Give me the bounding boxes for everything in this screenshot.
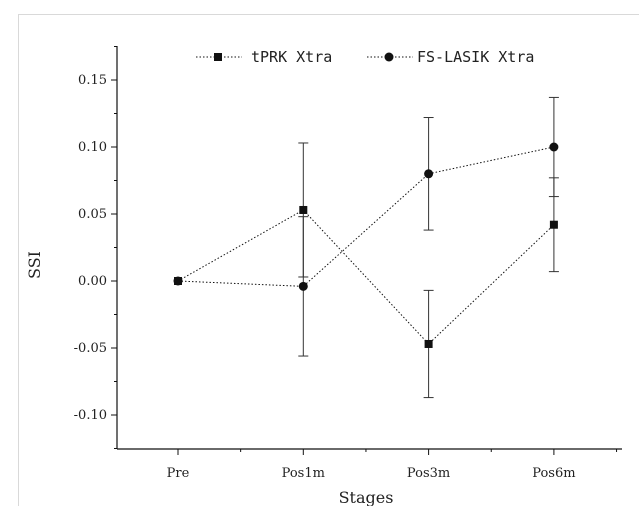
data-point-circle [549, 142, 559, 152]
series-2 [173, 96, 559, 357]
legend-item-2: FS-LASIK Xtra [367, 48, 534, 66]
frame-left-border [18, 14, 19, 506]
data-point-circle [424, 169, 434, 179]
data-point-square [299, 205, 308, 214]
x-tick-label: Pos3m [407, 466, 450, 481]
legend-marker-circle [384, 52, 394, 62]
y-tick-label: -0.05 [74, 341, 107, 356]
y-tick-label: 0.00 [78, 274, 107, 289]
legend: tPRK Xtra FS-LASIK Xtra [196, 48, 534, 66]
x-axis-title: Stages [339, 488, 394, 506]
y-tick-label: 0.10 [78, 140, 107, 155]
data-point-circle [173, 276, 183, 286]
data-point-circle [298, 281, 308, 291]
legend-label: tPRK Xtra [251, 48, 332, 66]
axes: -0.10 -0.05 0.00 0.05 0.10 0.15 Pre Pos1m Pos3m P… [74, 46, 622, 481]
x-tick-label: Pos6m [532, 466, 575, 481]
y-tick-label: 0.05 [78, 207, 107, 222]
y-axis-title: SSI [25, 251, 44, 279]
series-1 [174, 142, 559, 399]
series-line [177, 146, 555, 287]
legend-marker-square [214, 53, 222, 61]
data-point-square [549, 220, 558, 229]
legend-item-1: tPRK Xtra [196, 48, 332, 66]
series-line [177, 209, 555, 345]
x-tick-label: Pre [167, 466, 190, 481]
data-point-square [424, 339, 433, 348]
frame-top-border [18, 14, 639, 15]
x-tick-label: Pos1m [282, 466, 325, 481]
series-layer [173, 96, 559, 399]
y-tick-label: 0.15 [78, 73, 107, 88]
legend-label: FS-LASIK Xtra [417, 48, 534, 66]
y-tick-label: -0.10 [74, 408, 107, 423]
